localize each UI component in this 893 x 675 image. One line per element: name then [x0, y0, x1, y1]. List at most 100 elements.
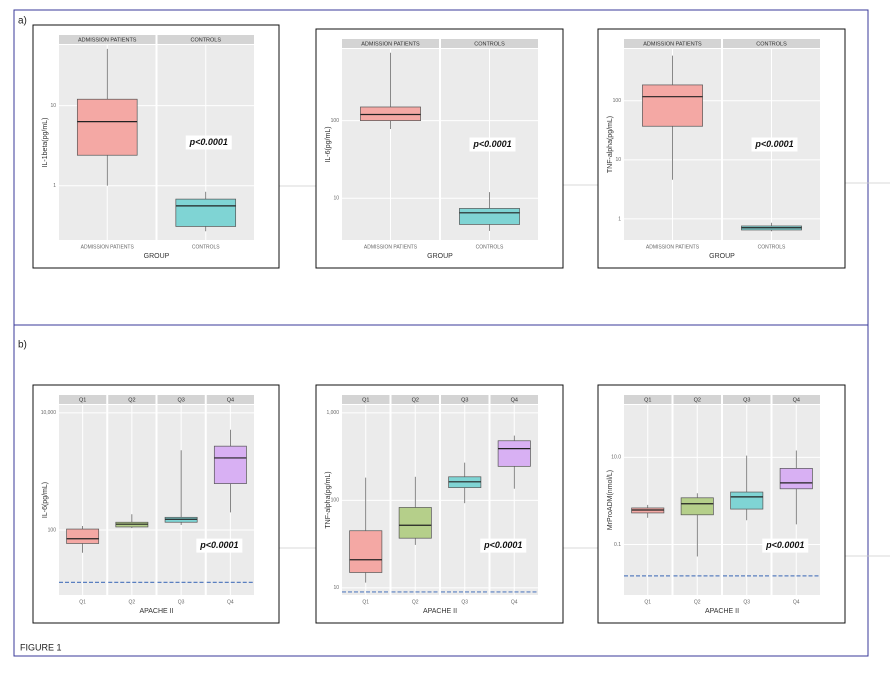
y-tick-label: 1 — [53, 183, 56, 189]
x-tick-label: Q2 — [694, 599, 701, 605]
strip — [441, 39, 538, 48]
x-tick-label: Q1 — [644, 599, 651, 605]
x-axis-label: APACHE II — [139, 608, 173, 615]
strip — [108, 395, 156, 404]
box — [497, 440, 531, 467]
strip-label: Q3 — [743, 397, 750, 403]
y-tick-label: 10 — [333, 585, 339, 591]
annotation-bg — [196, 538, 243, 553]
box — [642, 84, 703, 127]
x-tick-label: Q4 — [793, 599, 800, 605]
strip-label: Q1 — [362, 397, 369, 403]
strip-label: Q4 — [511, 397, 518, 403]
y-tick-label: 1 — [618, 216, 621, 222]
annotation: p<0.0001 — [765, 540, 804, 550]
annotation: p<0.0001 — [483, 540, 522, 550]
y-tick-label: 100 — [48, 527, 57, 533]
x-axis-label: GROUP — [427, 253, 453, 260]
x-axis-label: GROUP — [144, 253, 170, 260]
row-b-frame — [13, 324, 869, 657]
strip-label: CONTROLS — [756, 41, 787, 47]
box — [680, 497, 714, 516]
row-label: a) — [18, 16, 27, 27]
y-axis-label: IL-6(pg/mL) — [42, 482, 49, 518]
x-tick-label: CONTROLS — [476, 244, 504, 250]
x-tick-label: Q4 — [511, 599, 518, 605]
strip-label: Q4 — [227, 397, 234, 403]
box — [76, 98, 138, 156]
y-tick-label: 10.0 — [611, 455, 621, 461]
y-axis-label: MrProADM(nmol/L) — [607, 470, 614, 530]
annotation: p<0.0001 — [754, 139, 793, 149]
annotation-bg — [469, 137, 516, 152]
box — [730, 491, 764, 510]
y-axis-label: IL-6(pg/mL) — [325, 126, 332, 162]
strip-label: ADMISSION PATIENTS — [361, 41, 420, 47]
box — [779, 468, 813, 490]
x-tick-label: Q3 — [743, 599, 750, 605]
x-tick-label: ADMISSION PATIENTS — [81, 244, 135, 250]
strip-label: CONTROLS — [474, 41, 505, 47]
box — [459, 208, 520, 225]
strip — [391, 395, 439, 404]
y-tick-label: 100 — [331, 498, 340, 504]
box — [398, 507, 432, 539]
annotation: p<0.0001 — [199, 540, 238, 550]
strip-label: CONTROLS — [190, 37, 221, 43]
annotation-bg — [762, 538, 809, 553]
y-tick-label: 10,000 — [41, 410, 57, 416]
x-axis-label: GROUP — [709, 253, 735, 260]
strip — [342, 39, 439, 48]
annotation: p<0.0001 — [472, 139, 511, 149]
strip-label: Q1 — [644, 397, 651, 403]
x-tick-label: Q4 — [227, 599, 234, 605]
strip — [157, 35, 254, 44]
x-tick-label: ADMISSION PATIENTS — [364, 244, 418, 250]
x-tick-label: Q2 — [412, 599, 419, 605]
strip-label: Q3 — [177, 397, 184, 403]
x-tick-label: Q2 — [129, 599, 136, 605]
strip — [59, 395, 107, 404]
x-axis-label: APACHE II — [423, 608, 457, 615]
x-tick-label: Q3 — [461, 599, 468, 605]
strip-label: ADMISSION PATIENTS — [643, 41, 702, 47]
box — [213, 445, 247, 484]
strip — [723, 39, 820, 48]
y-tick-label: 10 — [50, 103, 56, 109]
x-tick-label: Q3 — [178, 599, 185, 605]
annotation: p<0.0001 — [189, 137, 228, 147]
y-axis-label: TNF-alpha(pg/mL) — [607, 116, 614, 173]
strip-label: Q1 — [79, 397, 86, 403]
strip — [624, 395, 672, 404]
strip — [624, 39, 721, 48]
box — [360, 106, 421, 122]
y-tick-label: 100 — [613, 98, 622, 104]
x-tick-label: ADMISSION PATIENTS — [646, 244, 700, 250]
strip — [723, 395, 771, 404]
figure-label: FIGURE 1 — [20, 642, 62, 652]
x-tick-label: CONTROLS — [758, 244, 786, 250]
strip-label: Q3 — [461, 397, 468, 403]
row-label: b) — [18, 340, 27, 351]
x-tick-label: CONTROLS — [192, 244, 220, 250]
annotation-bg — [185, 135, 232, 150]
box — [66, 528, 100, 544]
box — [349, 530, 383, 573]
x-axis-label: APACHE II — [705, 608, 739, 615]
y-tick-label: 10 — [615, 157, 621, 163]
strip-label: Q2 — [694, 397, 701, 403]
annotation-bg — [751, 137, 798, 152]
x-tick-label: Q1 — [79, 599, 86, 605]
y-tick-label: 1,000 — [326, 410, 339, 416]
strip-label: ADMISSION PATIENTS — [78, 37, 137, 43]
strip — [206, 395, 254, 404]
strip — [342, 395, 390, 404]
strip — [772, 395, 820, 404]
strip — [59, 35, 156, 44]
strip — [673, 395, 721, 404]
y-tick-label: 0.1 — [614, 542, 621, 548]
strip — [490, 395, 538, 404]
y-axis-label: TNF-alpha(pg/mL) — [325, 471, 332, 528]
annotation-bg — [480, 538, 527, 553]
